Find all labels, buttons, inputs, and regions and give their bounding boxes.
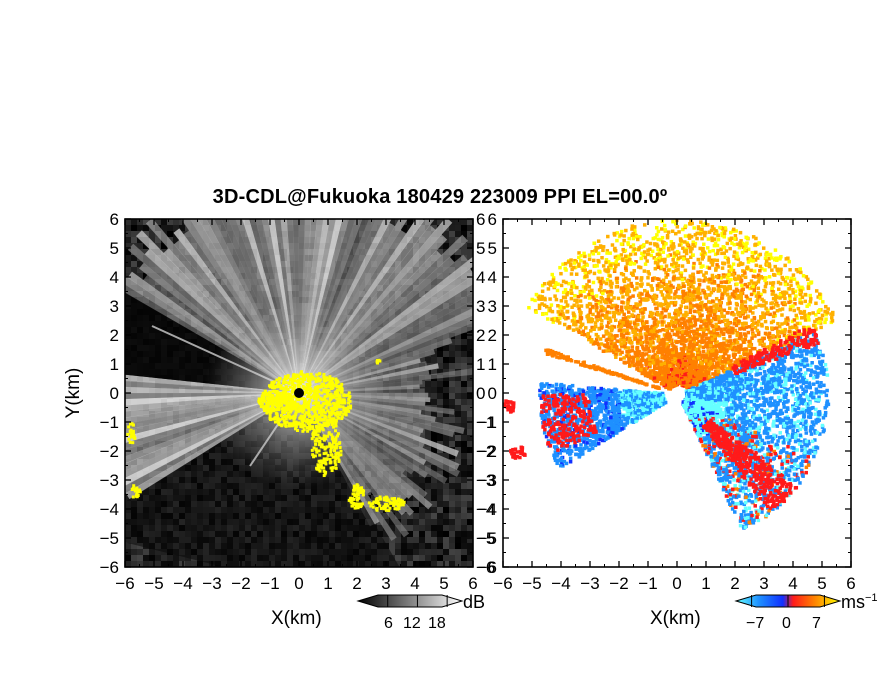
y-tick-label-right: 2 — [476, 326, 485, 345]
y-tick-label-right: −1 — [476, 413, 495, 432]
left-panel: −6 −5 −4 −3 −2 −1 0 1 2 3 4 5 66 65 54 43 32 21 10 0−1 −1−2−… — [100, 210, 496, 593]
y-tick-label: 3 — [488, 297, 497, 316]
y-tick-label-right: 5 — [476, 239, 485, 258]
y-tick-label: −2 — [100, 442, 119, 461]
y-tick-label: −5 — [478, 529, 497, 548]
x-tick-label: −1 — [260, 574, 279, 593]
x-tick-label: 2 — [352, 574, 361, 593]
y-tick-label: 0 — [110, 384, 119, 403]
y-tick-label: −6 — [478, 558, 497, 577]
x-tick-label: 5 — [817, 574, 826, 593]
y-tick-label: 1 — [110, 355, 119, 374]
right-velocity-field — [503, 219, 835, 530]
right-colorbar — [734, 594, 842, 608]
x-tick-label: −4 — [173, 574, 192, 593]
x-tick-label: −1 — [638, 574, 657, 593]
y-tick-label-right: −3 — [476, 471, 495, 490]
y-tick-label-right: −6 — [476, 558, 495, 577]
x-tick-label: 4 — [788, 574, 797, 593]
y-tick-label: −5 — [100, 529, 119, 548]
y-tick-label-right: −5 — [476, 529, 495, 548]
left-colorbar-tick-label: 6 — [384, 615, 393, 632]
left-colorbar-unit: dB — [463, 592, 486, 612]
y-tick-label-right: 3 — [476, 297, 485, 316]
y-tick-label-right: 4 — [476, 268, 485, 287]
y-tick-label: 4 — [110, 268, 119, 287]
x-tick-label: −5 — [522, 574, 541, 593]
y-tick-label-right: −4 — [476, 500, 495, 519]
y-tick-label-right: 1 — [476, 355, 485, 374]
y-tick-label: −3 — [478, 471, 497, 490]
left-colorbar — [356, 594, 464, 608]
x-tick-label: 0 — [672, 574, 681, 593]
x-tick-label: 1 — [323, 574, 332, 593]
x-tick-label: 0 — [294, 574, 303, 593]
x-tick-label: 4 — [410, 574, 419, 593]
left-colorbar-tick-label: 18 — [428, 615, 446, 632]
y-tick-label: 5 — [110, 239, 119, 258]
y-tick-label-right: 0 — [476, 384, 485, 403]
y-tick-label: 5 — [488, 239, 497, 258]
right-colorbar-unit: ms−1 — [841, 592, 878, 612]
y-tick-label: 6 — [488, 210, 497, 229]
x-tick-label: 1 — [701, 574, 710, 593]
y-tick-label-right: −2 — [476, 442, 495, 461]
y-tick-label: −3 — [100, 471, 119, 490]
left-x-axis-label: X(km) — [271, 608, 322, 629]
x-tick-label: 3 — [759, 574, 768, 593]
y-tick-label-right: 6 — [476, 210, 485, 229]
right-x-axis-label: X(km) — [650, 608, 701, 629]
x-tick-label: −4 — [551, 574, 570, 593]
right-colorbar-tick-label: 7 — [812, 615, 821, 632]
x-tick-label: 6 — [846, 574, 855, 593]
y-tick-label: −1 — [478, 413, 497, 432]
y-tick-label: −4 — [478, 500, 497, 519]
y-tick-label: −4 — [100, 500, 119, 519]
x-tick-label: −6 — [493, 574, 512, 593]
y-axis-label: Y(km) — [63, 367, 84, 419]
left-yellow-overlay — [126, 358, 406, 513]
left-axes: −6 −5 −4 −3 −2 −1 0 1 2 3 4 5 66 65 54 43 32 21 10 0−1 −1−2−… — [100, 210, 496, 593]
chart-title: 3D-CDL@Fukuoka 180429 223009 PPI EL=00.0… — [212, 186, 668, 208]
right-colorbar-tick-label: 0 — [782, 615, 791, 632]
x-tick-label: 2 — [730, 574, 739, 593]
y-tick-label: 4 — [488, 268, 497, 287]
y-tick-label: −2 — [478, 442, 497, 461]
y-tick-label: 1 — [488, 355, 497, 374]
x-tick-label: −5 — [144, 574, 163, 593]
left-colorbar-tick-label: 12 — [403, 615, 421, 632]
right-colorbar-tick-label: −7 — [746, 615, 765, 632]
y-tick-label: 6 — [110, 210, 119, 229]
x-tick-label: −2 — [609, 574, 628, 593]
y-tick-label: 2 — [488, 326, 497, 345]
x-tick-label: −3 — [202, 574, 221, 593]
y-tick-label: −1 — [100, 413, 119, 432]
x-tick-label: −6 — [115, 574, 134, 593]
x-tick-label: −3 — [580, 574, 599, 593]
y-tick-label: −6 — [100, 558, 119, 577]
x-tick-label: 6 — [468, 574, 477, 593]
x-tick-label: 3 — [381, 574, 390, 593]
left-radar-site-marker — [294, 388, 304, 398]
y-tick-label: 2 — [110, 326, 119, 345]
y-tick-label: 3 — [110, 297, 119, 316]
x-tick-label: −2 — [231, 574, 250, 593]
y-tick-label: 0 — [488, 384, 497, 403]
x-tick-label: 5 — [439, 574, 448, 593]
